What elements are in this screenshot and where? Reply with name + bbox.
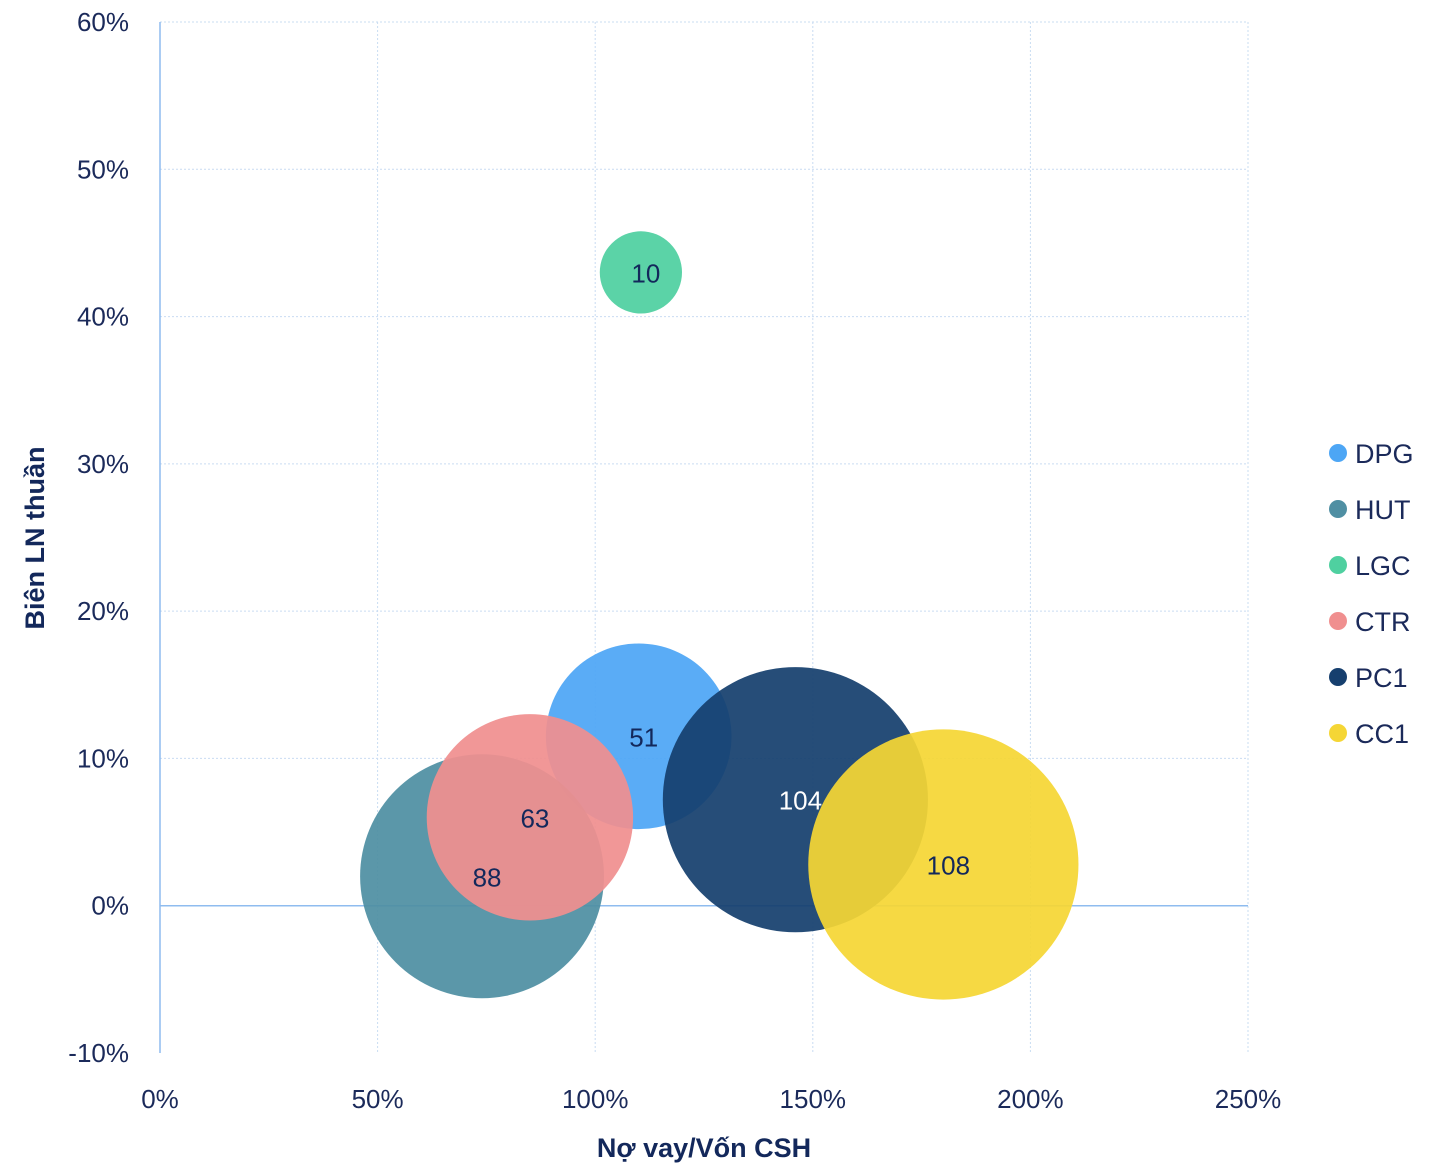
- legend-item-cc1: CC1: [1329, 719, 1409, 749]
- y-tick-label: -10%: [68, 1038, 129, 1068]
- bubble-label-pc1: 104: [779, 786, 822, 816]
- legend-label: HUT: [1355, 495, 1411, 525]
- y-tick-label: 30%: [77, 449, 129, 479]
- legend-label: PC1: [1355, 663, 1408, 693]
- bubble-ctr: [426, 714, 634, 921]
- bubble-label-cc1: 108: [927, 850, 970, 880]
- legend-label: CC1: [1355, 719, 1409, 749]
- x-axis-title: Nợ vay/Vốn CSH: [597, 1133, 811, 1163]
- axes: [159, 22, 1248, 1053]
- x-tick-label: 0%: [141, 1084, 179, 1114]
- y-tick-label: 10%: [77, 743, 129, 773]
- legend-marker: [1329, 556, 1347, 574]
- y-tick-label: 20%: [77, 596, 129, 626]
- y-tick-label: 50%: [77, 154, 129, 184]
- y-tick-label: 60%: [77, 7, 129, 37]
- tick-labels: 0% 50% 100% 150% 200% 250% -10% 0% 10% 20% 30% 40% 5…: [68, 7, 1281, 1114]
- legend-marker: [1329, 444, 1347, 462]
- legend-marker: [1329, 724, 1347, 742]
- bubble-lgc: [599, 231, 683, 314]
- legend-marker: [1329, 668, 1347, 686]
- legend-item-lgc: LGC: [1329, 551, 1411, 581]
- legend-marker: [1329, 612, 1347, 630]
- legend-item-dpg: DPG: [1329, 439, 1414, 469]
- legend-marker: [1329, 500, 1347, 518]
- bubble-label-ctr: 63: [520, 803, 549, 833]
- legend-label: CTR: [1355, 607, 1411, 637]
- bubbles: [360, 231, 1079, 1000]
- y-tick-label: 40%: [77, 302, 129, 332]
- x-tick-label: 200%: [997, 1084, 1064, 1114]
- x-tick-label: 250%: [1215, 1084, 1282, 1114]
- y-axis-title: Biên LN thuần: [20, 447, 50, 630]
- legend: DPG HUT LGC CTR PC1 CC1: [1329, 439, 1414, 749]
- legend-item-hut: HUT: [1329, 495, 1411, 525]
- legend-label: DPG: [1355, 439, 1414, 469]
- x-tick-label: 100%: [562, 1084, 629, 1114]
- legend-item-pc1: PC1: [1329, 663, 1408, 693]
- bubble-cc1: [808, 729, 1079, 1000]
- bubble-label-dpg: 51: [629, 722, 658, 752]
- x-tick-label: 150%: [780, 1084, 847, 1114]
- y-tick-label: 0%: [91, 891, 129, 921]
- bubble-label-lgc: 10: [631, 258, 660, 288]
- legend-label: LGC: [1355, 551, 1411, 581]
- legend-item-ctr: CTR: [1329, 607, 1411, 637]
- bubble-labels: 51 88 10 63 104 108: [473, 258, 970, 892]
- x-tick-label: 50%: [352, 1084, 404, 1114]
- grid-lines: [160, 21, 1249, 1053]
- bubble-label-hut: 88: [473, 862, 502, 892]
